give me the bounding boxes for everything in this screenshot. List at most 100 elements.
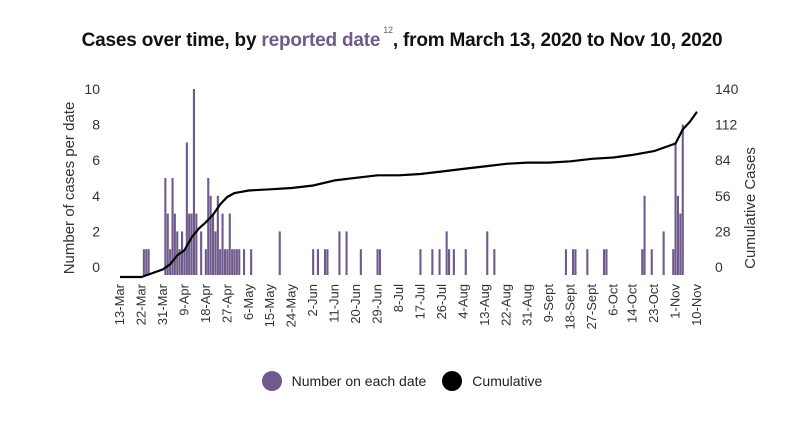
bar — [166, 213, 169, 275]
bar — [228, 213, 231, 275]
bar — [338, 231, 341, 275]
y-tick-right: 56 — [715, 188, 731, 204]
chart-legend: Number on each date Cumulative — [0, 371, 804, 391]
legend-item-daily[interactable]: Number on each date — [261, 371, 426, 391]
bar — [207, 178, 210, 275]
bar — [431, 249, 434, 275]
x-tick-label: 8-Jul — [391, 284, 406, 312]
bar — [650, 249, 653, 275]
bar — [574, 249, 577, 275]
bar — [672, 249, 675, 275]
bar — [185, 142, 188, 275]
bar — [493, 249, 496, 275]
bar — [209, 195, 212, 275]
y-tick-left: 6 — [92, 152, 100, 168]
bar — [238, 249, 241, 275]
x-tick-label: 10-Nov — [689, 284, 704, 326]
y-tick-left: 8 — [92, 117, 100, 133]
x-tick-label: 14-Oct — [625, 284, 640, 323]
y-tick-left: 2 — [92, 223, 100, 239]
x-tick-label: 29-Jun — [370, 284, 385, 324]
bar — [464, 249, 467, 275]
legend-swatch-cumulative — [442, 371, 463, 391]
right-y-axis-ticks: 0 28 56 84 112 140 — [715, 81, 739, 275]
bar — [376, 249, 379, 275]
y-tick-right: 112 — [715, 117, 738, 133]
bar — [572, 249, 575, 275]
x-tick-label: 15-May — [262, 284, 277, 328]
x-tick-label: 13-Mar — [112, 283, 127, 325]
bar — [605, 249, 608, 275]
bar — [188, 213, 191, 275]
title-highlight[interactable]: reported date — [261, 30, 381, 51]
x-tick-label: 24-May — [284, 284, 299, 328]
bar — [233, 249, 236, 275]
bar — [419, 249, 422, 275]
x-tick-label: 6-May — [241, 284, 256, 321]
daily-cases-bars — [142, 89, 684, 275]
bar — [235, 249, 238, 275]
legend-item-cumulative[interactable]: Cumulative — [442, 371, 542, 391]
bar — [316, 249, 319, 275]
bar — [378, 249, 381, 275]
chart-title: Cases over time, by reported date12, fro… — [0, 25, 804, 52]
x-tick-label: 6-Oct — [606, 284, 621, 316]
bar — [243, 249, 246, 275]
x-tick-label: 9-Apr — [176, 283, 191, 315]
title-footnote[interactable]: 12 — [383, 24, 393, 35]
y-axis-label-left: Number of cases per date — [61, 102, 78, 275]
bar — [171, 178, 174, 275]
y-tick-right: 28 — [715, 223, 731, 239]
y-tick-right: 0 — [715, 259, 723, 275]
bar — [679, 213, 682, 275]
bar — [219, 249, 222, 275]
bar — [178, 249, 181, 275]
x-tick-label: 22-Mar — [134, 283, 149, 325]
bar — [200, 231, 203, 275]
bar — [212, 213, 215, 275]
bar — [176, 231, 179, 275]
bar — [603, 249, 606, 275]
bar — [231, 249, 234, 275]
x-tick-label: 18-Sept — [563, 284, 578, 330]
y-tick-right: 140 — [715, 81, 739, 97]
bar — [681, 124, 684, 275]
x-axis-ticks: 13-Mar 22-Mar 31-Mar 9-Apr 18-Apr 27-Apr 6-May… — [112, 283, 704, 329]
legend-swatch-daily — [261, 371, 282, 391]
bar — [278, 231, 281, 275]
x-tick-label: 27-Sept — [584, 284, 599, 330]
bar — [674, 142, 677, 275]
bar — [586, 249, 589, 275]
x-tick-label: 4-Aug — [455, 284, 470, 319]
bar — [250, 249, 253, 275]
x-tick-label: 31-Mar — [155, 283, 170, 325]
bar — [192, 89, 195, 275]
y-tick-left: 4 — [92, 188, 100, 204]
bar — [312, 249, 315, 275]
title-suffix: , from March 13, 2020 to Nov 10, 2020 — [392, 30, 723, 51]
bar — [190, 213, 193, 275]
x-tick-label: 13-Aug — [477, 284, 492, 326]
legend-label-cumulative: Cumulative — [472, 373, 543, 389]
y-tick-right: 84 — [715, 152, 731, 168]
bar — [169, 249, 172, 275]
bar — [183, 249, 186, 275]
left-y-axis-ticks: 0 2 4 6 8 10 — [84, 81, 100, 275]
bar — [643, 195, 646, 275]
bar — [221, 213, 224, 275]
bar — [214, 231, 217, 275]
x-tick-label: 18-Apr — [198, 283, 213, 323]
x-tick-label: 22-Aug — [498, 284, 513, 326]
bar — [173, 213, 176, 275]
x-tick-label: 2-Jun — [305, 284, 320, 317]
bar — [676, 195, 679, 275]
title-prefix: Cases over time, by — [81, 30, 262, 51]
x-tick-label: 9-Sept — [541, 284, 556, 323]
y-axis-label-right: Cumulative Cases — [742, 147, 759, 269]
x-tick-label: 23-Oct — [646, 284, 661, 323]
x-tick-label: 27-Apr — [219, 283, 234, 323]
cases-chart: 0 2 4 6 8 10 0 28 56 84 112 140 13-Mar 22-Mar 31-Mar… — [61, 81, 759, 330]
bar — [142, 249, 145, 275]
bar — [147, 249, 150, 275]
bar — [438, 249, 441, 275]
